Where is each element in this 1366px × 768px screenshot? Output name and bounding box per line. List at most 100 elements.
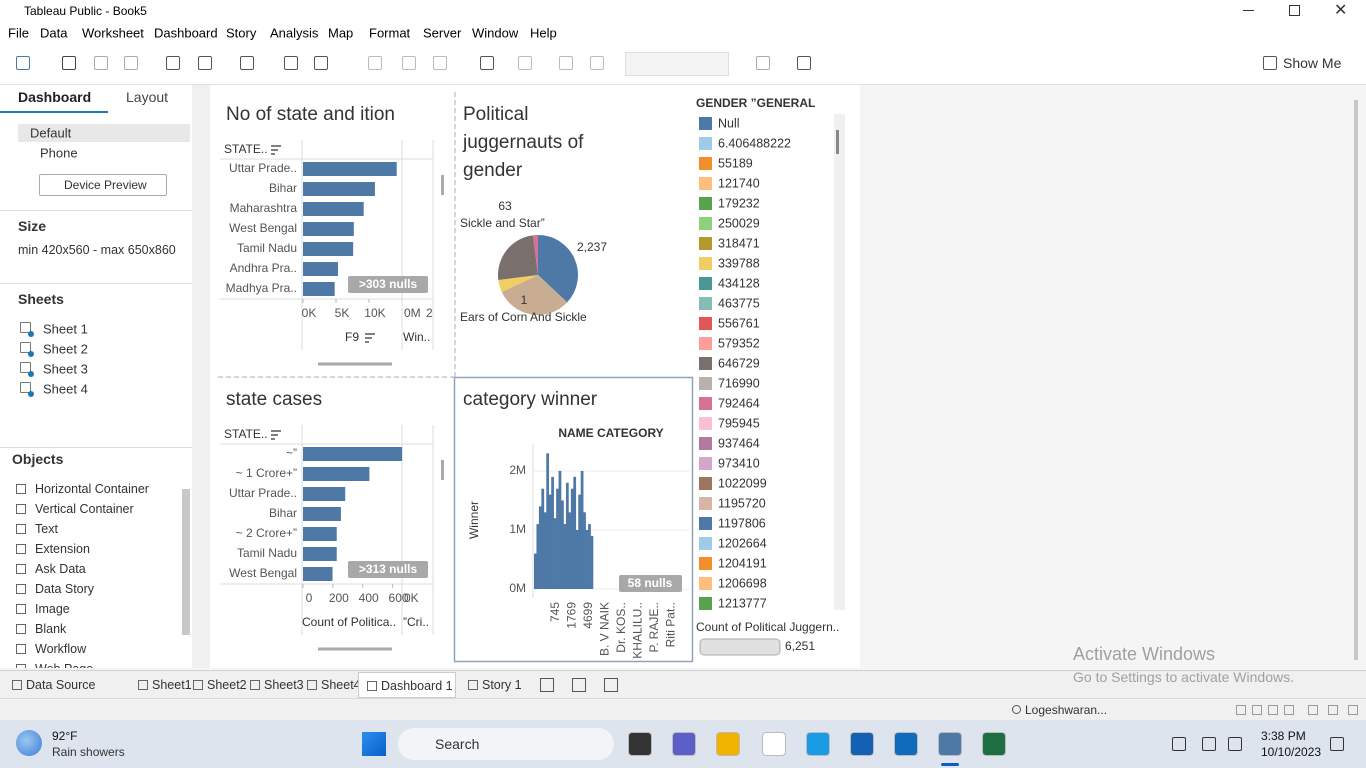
status-button[interactable] (1308, 705, 1318, 715)
legend-swatch (699, 477, 712, 490)
histogram-bar (570, 488, 574, 589)
taskbar-app[interactable] (806, 732, 830, 756)
category-label: West Bengal (229, 566, 297, 580)
sheet-item[interactable]: Sheet 4 (43, 381, 88, 397)
object-item[interactable]: Text (35, 521, 58, 536)
menu-item[interactable]: Story (226, 25, 257, 41)
taskbar-app[interactable] (672, 732, 696, 756)
toolbar-button[interactable] (198, 56, 212, 70)
histogram-bar (585, 530, 589, 589)
status-button[interactable] (1284, 705, 1294, 715)
toolbar-dropdown[interactable] (625, 52, 729, 76)
legend-label: 1213777 (718, 596, 767, 610)
toolbar-button[interactable] (16, 56, 30, 70)
menu-item[interactable]: Analysis (270, 25, 319, 41)
menu-item[interactable]: Format (369, 25, 411, 41)
tray-icon[interactable] (1172, 737, 1186, 751)
search-box[interactable]: Search (398, 728, 614, 760)
toolbar-button[interactable] (368, 56, 382, 70)
user-menu[interactable]: Logeshwaran... (1025, 703, 1108, 717)
object-item[interactable]: Extension (35, 541, 90, 556)
status-button[interactable] (1268, 705, 1278, 715)
object-item[interactable]: Vertical Container (35, 501, 134, 516)
toolbar-button[interactable] (559, 56, 573, 70)
taskbar-app[interactable] (982, 732, 1006, 756)
toolbar-button[interactable] (284, 56, 298, 70)
status-button[interactable] (1236, 705, 1246, 715)
taskbar-app[interactable] (628, 732, 652, 756)
status-button[interactable] (1252, 705, 1262, 715)
sheet-tab[interactable]: Sheet2 (185, 672, 247, 698)
start-button[interactable] (362, 732, 386, 756)
sheet-tab[interactable]: Sheet4 (299, 672, 361, 698)
object-item[interactable]: Data Story (35, 581, 95, 596)
status-button[interactable] (1348, 705, 1358, 715)
new-sheet-button[interactable] (604, 678, 618, 692)
sheet-item[interactable]: Sheet 2 (43, 341, 88, 357)
legend-swatch (699, 177, 712, 190)
sheet-tab[interactable]: Data Source (4, 672, 114, 698)
sheet-tab[interactable]: Story 1 (460, 672, 528, 698)
menu-item[interactable]: Window (472, 25, 519, 41)
tray-icon[interactable] (1228, 737, 1242, 751)
toolbar-button[interactable] (590, 56, 604, 70)
new-sheet-button[interactable] (540, 678, 554, 692)
toolbar-button[interactable] (797, 56, 811, 70)
taskbar-app[interactable] (894, 732, 918, 756)
show-me-button[interactable]: Show Me (1283, 55, 1342, 71)
taskbar-app[interactable] (938, 732, 962, 756)
window-title: Tableau Public - Book5 (24, 4, 147, 18)
object-item[interactable]: Workflow (35, 641, 87, 656)
device-option[interactable]: Phone (40, 145, 78, 161)
toolbar-button[interactable] (124, 56, 138, 70)
status-button[interactable] (1328, 705, 1338, 715)
maximize-button[interactable] (1289, 5, 1300, 16)
sheet-tab[interactable]: Sheet1 (130, 672, 192, 698)
object-item[interactable]: Blank (35, 621, 67, 636)
taskbar-app[interactable] (762, 732, 786, 756)
toolbar-button[interactable] (62, 56, 76, 70)
object-item[interactable]: Ask Data (35, 561, 86, 576)
menu-item[interactable]: Dashboard (154, 25, 218, 41)
tray-icon[interactable] (1330, 737, 1344, 751)
panel-tab[interactable]: Dashboard (18, 89, 92, 105)
menu-item[interactable]: Worksheet (82, 25, 144, 41)
toolbar-button[interactable] (94, 56, 108, 70)
sheet-tab[interactable]: Sheet3 (242, 672, 304, 698)
sheet-tab[interactable]: Dashboard 1 (358, 672, 456, 698)
x-tick-label: 200 (329, 591, 349, 605)
minimize-button[interactable] (1243, 10, 1254, 11)
toolbar-button[interactable] (166, 56, 180, 70)
x-tick-label: 4699 (581, 602, 595, 629)
toolbar-button[interactable] (402, 56, 416, 70)
object-item[interactable]: Web Page (35, 663, 93, 668)
toolbar-button[interactable] (480, 56, 494, 70)
toolbar-button[interactable] (756, 56, 770, 70)
device-preview-button[interactable]: Device Preview (39, 174, 167, 196)
menu-item[interactable]: Server (423, 25, 462, 41)
menu-item[interactable]: Map (328, 25, 354, 41)
size-dropdown[interactable]: min 420x560 - max 650x860 (18, 242, 176, 257)
close-button[interactable]: ✕ (1334, 2, 1348, 19)
object-item[interactable]: Horizontal Container (35, 481, 149, 496)
panel-tab[interactable]: Layout (126, 89, 169, 105)
device-option[interactable]: Default (30, 125, 72, 141)
menu-item[interactable]: Help (530, 25, 557, 41)
sheet-item[interactable]: Sheet 3 (43, 361, 88, 377)
tab-underline (0, 111, 108, 113)
object-item[interactable]: Image (35, 601, 70, 616)
legend-label: 339788 (718, 256, 760, 270)
taskbar-app[interactable] (716, 732, 740, 756)
toolbar-button[interactable] (433, 56, 447, 70)
menu-item[interactable]: File (8, 25, 29, 41)
new-sheet-button[interactable] (572, 678, 586, 692)
sheet-item[interactable]: Sheet 1 (43, 321, 88, 337)
tray-icon[interactable] (1202, 737, 1216, 751)
bar (303, 282, 335, 296)
menu-item[interactable]: Data (40, 25, 68, 41)
taskbar-app[interactable] (850, 732, 874, 756)
toolbar-button[interactable] (240, 56, 254, 70)
toolbar-button[interactable] (314, 56, 328, 70)
toolbar-button[interactable] (518, 56, 532, 70)
toolbar-button[interactable] (1263, 56, 1277, 70)
